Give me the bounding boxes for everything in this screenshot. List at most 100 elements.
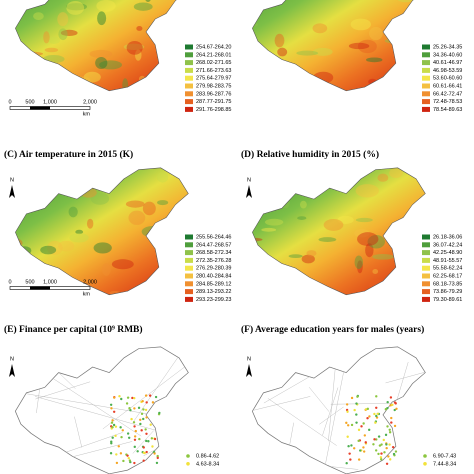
city-dot bbox=[137, 406, 141, 410]
city-dot bbox=[118, 395, 121, 398]
legend-label: 40.61-46.97 bbox=[433, 60, 462, 66]
city-dot bbox=[385, 443, 388, 446]
patch bbox=[42, 55, 65, 64]
patch bbox=[411, 26, 420, 33]
city-dot bbox=[154, 395, 158, 399]
city-dot bbox=[141, 399, 144, 403]
legend-swatch bbox=[422, 67, 430, 73]
patch bbox=[352, 167, 364, 173]
raster bbox=[252, 167, 426, 295]
patch bbox=[96, 0, 116, 12]
legend-label: 36.07-42.24 bbox=[433, 242, 462, 248]
legend-swatch bbox=[185, 234, 193, 240]
patch bbox=[273, 270, 285, 286]
patch bbox=[350, 18, 371, 31]
city-dot bbox=[355, 421, 358, 424]
patch bbox=[157, 269, 178, 282]
patch bbox=[337, 215, 354, 225]
border bbox=[15, 0, 177, 92]
legend-label: 293.23-299.23 bbox=[196, 297, 231, 303]
city-dot bbox=[119, 426, 122, 429]
city-dot bbox=[138, 437, 141, 441]
legend-label: 275.64-279.97 bbox=[196, 76, 231, 82]
patch bbox=[396, 0, 415, 3]
city-dot bbox=[144, 428, 147, 431]
city-dot bbox=[127, 436, 131, 439]
patch bbox=[368, 78, 377, 85]
legend-swatch bbox=[422, 106, 430, 112]
city-dot bbox=[390, 416, 393, 420]
legend-label: 4.63-8.34 bbox=[196, 461, 219, 467]
map bbox=[251, 346, 426, 474]
city-dot bbox=[379, 456, 383, 459]
patch bbox=[99, 60, 123, 70]
city-dot bbox=[153, 452, 156, 455]
scale-bar-fill bbox=[30, 106, 50, 110]
city-dot bbox=[352, 447, 356, 450]
city-dot bbox=[362, 450, 366, 453]
patch bbox=[274, 33, 285, 48]
patch bbox=[3, 38, 13, 50]
patch bbox=[368, 84, 385, 91]
city-dot bbox=[144, 394, 148, 397]
legend-label: 284.85-289.12 bbox=[196, 281, 231, 287]
city-dot bbox=[134, 429, 137, 433]
city-dot bbox=[133, 445, 136, 449]
city-dot bbox=[133, 407, 136, 410]
legend-swatch bbox=[185, 44, 193, 50]
legend-swatch bbox=[422, 99, 430, 105]
city-dot bbox=[133, 461, 136, 465]
legend-label: 0.86-4.62 bbox=[196, 453, 219, 459]
city-dot bbox=[147, 440, 150, 443]
patch bbox=[252, 260, 262, 273]
city-dot bbox=[145, 439, 148, 443]
city-dot bbox=[143, 451, 146, 455]
patch bbox=[173, 65, 182, 75]
patch bbox=[277, 47, 288, 57]
scale-label: 2,000 bbox=[83, 99, 97, 105]
legend-label: 287.77-291.75 bbox=[196, 99, 231, 105]
patch bbox=[58, 28, 68, 41]
legend-label: 280.40-284.84 bbox=[196, 273, 231, 279]
patch bbox=[420, 224, 426, 235]
patch bbox=[299, 200, 307, 209]
city-dot bbox=[376, 412, 379, 416]
city-dot bbox=[350, 396, 354, 400]
city-dot bbox=[109, 452, 113, 455]
patch bbox=[15, 167, 29, 173]
city-dot bbox=[112, 410, 116, 414]
north-label: N bbox=[10, 177, 14, 183]
patch bbox=[323, 218, 344, 231]
patch bbox=[101, 263, 111, 276]
city-dot bbox=[125, 402, 129, 405]
legend-swatch bbox=[422, 281, 430, 287]
city-dot bbox=[126, 432, 130, 435]
city-dot bbox=[346, 424, 350, 427]
patch bbox=[252, 237, 263, 242]
city-dot bbox=[366, 416, 369, 420]
patch bbox=[48, 36, 61, 44]
city-dot bbox=[388, 443, 391, 446]
legend-swatch bbox=[185, 257, 193, 263]
legend-swatch bbox=[185, 296, 193, 302]
patch bbox=[134, 49, 142, 61]
patch bbox=[58, 240, 75, 252]
legend-label: 272.35-276.28 bbox=[196, 258, 231, 264]
patch bbox=[314, 181, 336, 186]
patch bbox=[355, 184, 379, 198]
legend-label: 48.91-55.57 bbox=[433, 258, 462, 264]
patch bbox=[312, 47, 333, 56]
province-line bbox=[267, 398, 337, 446]
legend-label: 42.25-48.90 bbox=[433, 250, 462, 256]
patch bbox=[400, 275, 414, 284]
north-label: N bbox=[247, 356, 251, 362]
legend-swatch bbox=[185, 289, 193, 295]
province-line bbox=[35, 381, 91, 400]
city-dot bbox=[127, 456, 130, 460]
border bbox=[252, 167, 426, 296]
patch bbox=[366, 57, 383, 63]
city-dot bbox=[129, 408, 132, 412]
city-dot bbox=[375, 438, 378, 441]
scale-unit: km bbox=[83, 111, 91, 117]
